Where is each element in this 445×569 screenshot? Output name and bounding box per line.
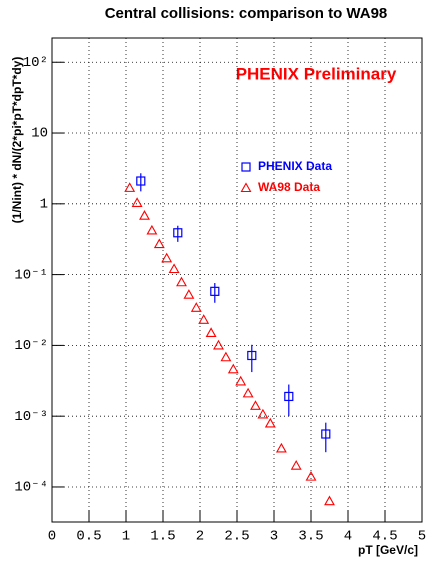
x-tick-label: 4 (344, 529, 352, 545)
x-tick-label: 4.5 (372, 529, 397, 545)
point (213, 339, 224, 350)
point (146, 224, 158, 235)
legend-label: WA98 Data (258, 180, 320, 194)
point (324, 495, 335, 506)
point (257, 408, 269, 419)
y-tick-label: 10⁻¹ (14, 267, 48, 283)
y-tick-label: 10⁻² (14, 338, 48, 354)
x-tick-label: 1.5 (150, 529, 175, 545)
legend-marker (240, 182, 252, 193)
point (290, 460, 302, 470)
point (321, 429, 331, 439)
point (250, 400, 261, 410)
point (136, 176, 146, 186)
x-tick-label: 2.5 (224, 529, 249, 545)
point (205, 327, 217, 337)
legend-label: PHENIX Data (258, 159, 332, 173)
y-tick-label: 1 (40, 197, 48, 213)
point (176, 276, 187, 287)
y-tick-label: 10 (31, 126, 48, 142)
point (131, 197, 143, 207)
point (284, 391, 294, 402)
x-tick-label: 2 (196, 529, 204, 545)
x-tick-label: 0 (48, 529, 56, 545)
point (210, 286, 220, 296)
point (235, 375, 247, 386)
x-axis-label: pT [GeV/c] (358, 543, 418, 557)
point (173, 228, 183, 238)
x-tick-label: 3.5 (298, 529, 323, 545)
x-tick-label: 3 (270, 529, 278, 545)
point (153, 238, 165, 249)
y-tick-label: 10⁻³ (14, 409, 48, 425)
y-tick-label: 10² (23, 55, 48, 71)
chart-title: Central collisions: comparison to WA98 (105, 5, 388, 22)
point (183, 289, 195, 299)
x-tick-label: 5 (418, 529, 426, 545)
x-tick-label: 0.5 (76, 529, 101, 545)
point (264, 417, 276, 428)
point (190, 302, 202, 312)
point (275, 442, 287, 453)
point (242, 387, 254, 398)
point (168, 263, 180, 274)
point (227, 363, 239, 374)
y-axis-label: (1/Nint) * dN/(2*pi*pT*dpT*dy) (10, 57, 24, 224)
x-tick-label: 1 (122, 529, 130, 545)
annotation: PHENIX Preliminary (236, 64, 397, 83)
point (198, 314, 210, 324)
legend-marker (241, 162, 251, 172)
point (139, 210, 150, 220)
point (305, 471, 317, 481)
point (161, 252, 173, 263)
y-tick-label: 10⁻⁴ (14, 480, 48, 496)
point (247, 350, 257, 361)
point (124, 182, 136, 192)
point (220, 351, 232, 362)
